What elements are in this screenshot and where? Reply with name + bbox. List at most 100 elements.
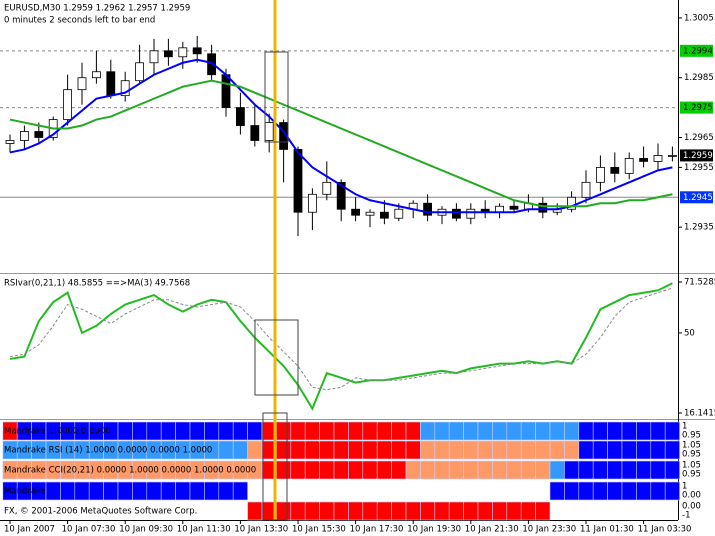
signal-cell [578, 481, 594, 501]
candle-body [509, 205, 519, 210]
signal-cell [319, 460, 335, 480]
candle-body [235, 107, 245, 126]
signal-cell [448, 460, 464, 480]
signal-cell [232, 440, 248, 460]
signal-cell [664, 481, 680, 501]
signal-cell [146, 421, 162, 441]
signal-cell [448, 501, 464, 521]
signal-cell [650, 440, 666, 460]
candle-body [293, 149, 303, 213]
candle-body [192, 47, 202, 55]
price-label: 1.2945 [683, 193, 713, 203]
candle-body [423, 202, 433, 216]
candle-body [307, 193, 317, 213]
row-scale-label: 0.95 [682, 470, 701, 480]
signal-cell [535, 460, 551, 480]
candle-body [581, 181, 591, 198]
signal-cell [607, 460, 623, 480]
signal-cell [492, 440, 508, 460]
x-tick-label: 10 Jan 21:30 [465, 525, 519, 535]
candle-body [120, 80, 130, 97]
signal-cell [348, 501, 364, 521]
row-scale-label: 1 [682, 482, 687, 492]
signal-cell [276, 460, 292, 480]
signal-cell [160, 421, 176, 441]
signal-cell [45, 481, 61, 501]
signal-cell [664, 421, 680, 441]
signal-cell [650, 481, 666, 501]
candle-body [207, 53, 217, 76]
signal-cell [276, 421, 292, 441]
signal-cell [405, 460, 421, 480]
signal-cell [189, 481, 205, 501]
y-tick-label: 50 [684, 328, 695, 338]
signal-cell [607, 440, 623, 460]
signal-cell [477, 501, 493, 521]
x-tick-label: 11 Jan 01:30 [580, 525, 634, 535]
signal-cell [463, 440, 479, 460]
signal-cell [204, 481, 220, 501]
crosshair-box [254, 319, 299, 396]
x-tick-label: 10 Jan 09:30 [119, 525, 173, 535]
signal-cell [218, 481, 234, 501]
signal-cell [405, 501, 421, 521]
candle-body [163, 50, 173, 58]
signal-cell [376, 421, 392, 441]
signal-cell [420, 440, 436, 460]
signal-cell [117, 481, 133, 501]
y-tick-label: 1.2965 [684, 133, 714, 143]
signal-cell [535, 440, 551, 460]
signal-cell [276, 440, 292, 460]
candle-body [379, 211, 389, 219]
x-tick-label: 10 Jan 17:30 [350, 525, 404, 535]
x-tick-label: 10 Jan 2007 [4, 525, 55, 535]
candle-body [250, 125, 260, 141]
x-tick-label: 10 Jan 19:30 [407, 525, 461, 535]
crosshair-box [262, 412, 288, 521]
signal-cell [247, 421, 263, 441]
signal-cell [218, 440, 234, 460]
signal-cell [477, 421, 493, 441]
signal-cell [175, 421, 191, 441]
signal-cell [232, 421, 248, 441]
signal-cell [520, 460, 536, 480]
signal-cell [175, 481, 191, 501]
signal-cell [650, 460, 666, 480]
indicator-title: RSIvar(0,21,1) 48.5855 ==>MA(3) 49.7568 [4, 279, 190, 289]
row-scale-label: 1.05 [682, 441, 701, 451]
signal-cell [492, 501, 508, 521]
candle-body [221, 74, 231, 109]
row-label: Mandrake [4, 487, 46, 497]
signal-cell [304, 501, 320, 521]
signal-cell [304, 440, 320, 460]
candle-body [351, 208, 361, 216]
candle-body [624, 158, 634, 174]
signal-cell [420, 460, 436, 480]
signal-cell [578, 421, 594, 441]
signal-cell [477, 440, 493, 460]
signal-cell [492, 421, 508, 441]
signal-cell [333, 460, 349, 480]
signal-cell [189, 421, 205, 441]
signal-cell [506, 501, 522, 521]
signal-cell [564, 481, 580, 501]
bar-timer: 0 minutes 2 seconds left to bar end [4, 16, 155, 26]
price-label: 1.2975 [683, 103, 713, 113]
signal-cell [304, 460, 320, 480]
price-label: 1.2994 [683, 46, 713, 56]
signal-cell [146, 481, 162, 501]
signal-cell [160, 481, 176, 501]
signal-cell [74, 481, 90, 501]
candle-body [92, 71, 101, 79]
row-scale-label: 1.05 [682, 461, 701, 471]
signal-cell [391, 421, 407, 441]
row-scale-label: -1 [682, 511, 690, 521]
signal-cell [333, 421, 349, 441]
signal-cell [290, 460, 306, 480]
indicator-line [9, 287, 673, 391]
candle-body [653, 155, 663, 162]
candle-body [394, 208, 404, 219]
signal-cell [304, 421, 320, 441]
row-scale-label: 0.95 [682, 450, 701, 460]
signal-cell [477, 460, 493, 480]
